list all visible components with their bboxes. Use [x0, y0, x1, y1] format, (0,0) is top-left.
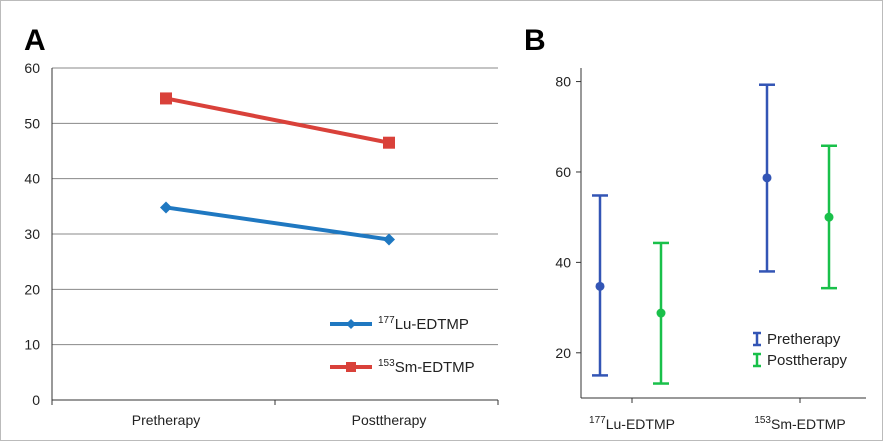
panel-a: A 0 10 20 30 40 50 60 Pretherapy Posttherapy 17… [24, 24, 499, 428]
panel-a-data-point [383, 233, 395, 246]
panel-a-label: A [24, 24, 46, 57]
panel-a-legend-swatch-marker [346, 319, 356, 329]
panel-b-legend: Pretherapy Posttherapy [753, 331, 848, 369]
panel-a-y-ticks: 0 10 20 30 40 50 60 [24, 60, 40, 408]
panel-b-axes [580, 68, 866, 403]
panel-b-mean-point [595, 281, 605, 291]
panel-a-y-tick-label: 40 [24, 171, 40, 187]
panel-a-data-point [160, 92, 172, 105]
panel-a-legend-label: 177Lu-EDTMP [378, 315, 469, 333]
panel-a-legend-label-superscript: 177 [378, 315, 395, 326]
panel-b-x-tick-label: 153Sm-EDTMP [754, 415, 845, 432]
panel-b-y-ticks: 20 40 60 80 [555, 74, 581, 361]
panel-b-series [592, 83, 837, 385]
panel-a-legend-label-main: Sm-EDTMP [395, 359, 475, 376]
panel-b-y-tick-label: 80 [555, 74, 571, 90]
panel-a-series-line [165, 96, 390, 145]
panel-a-data-point [383, 136, 395, 149]
panel-a-legend-swatch-marker [346, 362, 356, 372]
panel-a-x-tick-label: Pretherapy [132, 412, 200, 428]
panel-b-y-tick-label: 60 [555, 164, 571, 180]
panel-a-legend-label: 153Sm-EDTMP [378, 358, 475, 376]
panel-b-x-tick-label-main: Lu-EDTMP [606, 416, 675, 432]
panel-b-mean-point [656, 308, 666, 318]
panel-b-legend-label: Pretherapy [767, 331, 841, 348]
panel-b-mean-point [824, 212, 834, 222]
panel-a-y-tick-label: 0 [32, 392, 40, 408]
panel-a-y-tick-label: 10 [24, 337, 40, 353]
panel-a-series-line [165, 205, 390, 242]
panel-b: B 20 40 60 80 177Lu-EDTMP 153Sm-EDTMP Prethe… [524, 24, 866, 432]
panel-b-x-tick-label: 177Lu-EDTMP [589, 415, 675, 432]
panel-a-y-tick-label: 60 [24, 60, 40, 76]
panel-b-label: B [524, 24, 546, 57]
panel-a-x-ticks: Pretherapy Posttherapy [132, 412, 427, 428]
panel-b-x-tick-label-superscript: 177 [589, 415, 606, 426]
panel-a-y-tick-label: 20 [24, 281, 40, 297]
panel-b-y-tick-label: 20 [555, 345, 571, 361]
panel-a-y-tick-label: 30 [24, 226, 40, 242]
panel-b-mean-point [762, 173, 772, 183]
panel-a-grid [51, 67, 499, 405]
panel-a-y-tick-label: 50 [24, 115, 40, 131]
panel-a-x-tick-label: Posttherapy [352, 412, 427, 428]
panel-b-legend-label: Posttherapy [767, 352, 848, 369]
panel-a-legend: 177Lu-EDTMP 153Sm-EDTMP [330, 315, 475, 376]
panel-a-data-point [160, 201, 172, 214]
panel-a-series [160, 92, 395, 246]
panel-a-legend-label-superscript: 153 [378, 358, 395, 369]
panel-a-legend-label-main: Lu-EDTMP [395, 316, 469, 333]
panel-b-x-tick-label-superscript: 153 [754, 415, 771, 426]
panel-b-x-ticks: 177Lu-EDTMP 153Sm-EDTMP [589, 415, 846, 432]
panel-b-y-tick-label: 40 [555, 254, 571, 270]
panel-b-x-tick-label-main: Sm-EDTMP [771, 416, 846, 432]
